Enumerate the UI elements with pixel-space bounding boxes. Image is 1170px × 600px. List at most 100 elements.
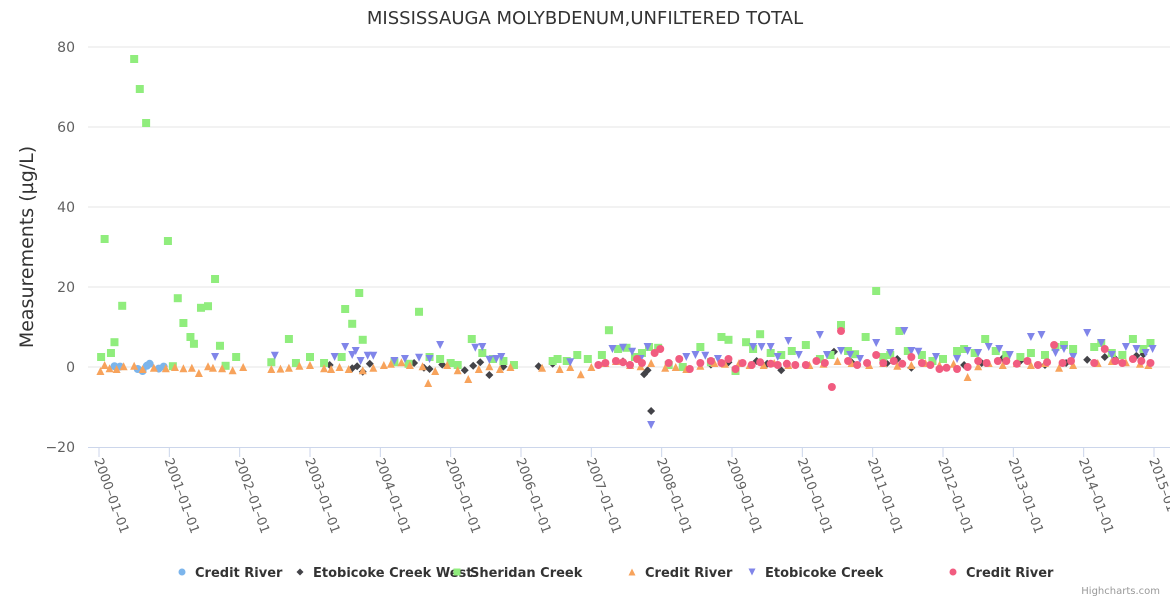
data-point[interactable] bbox=[1128, 335, 1137, 343]
data-point[interactable] bbox=[204, 362, 213, 371]
data-point[interactable] bbox=[701, 351, 710, 360]
data-point[interactable] bbox=[478, 349, 487, 357]
data-point[interactable] bbox=[471, 343, 480, 352]
credits-link[interactable]: Highcharts.com bbox=[1081, 586, 1160, 597]
data-point[interactable] bbox=[476, 358, 485, 367]
data-point[interactable] bbox=[812, 357, 821, 365]
data-point[interactable] bbox=[801, 341, 810, 349]
data-point[interactable] bbox=[822, 351, 831, 359]
data-point[interactable] bbox=[1043, 358, 1052, 367]
data-point[interactable] bbox=[320, 359, 329, 367]
data-point[interactable] bbox=[173, 294, 182, 303]
data-point[interactable] bbox=[196, 303, 205, 312]
data-point[interactable] bbox=[562, 357, 571, 365]
data-point[interactable] bbox=[467, 335, 476, 343]
data-point[interactable] bbox=[611, 357, 620, 365]
data-point[interactable] bbox=[851, 350, 860, 359]
data-point[interactable] bbox=[1090, 359, 1099, 367]
data-point[interactable] bbox=[583, 355, 592, 363]
data-point[interactable] bbox=[827, 383, 836, 391]
data-point[interactable] bbox=[553, 355, 562, 363]
data-point[interactable] bbox=[485, 371, 494, 379]
data-point[interactable] bbox=[879, 353, 888, 361]
data-point[interactable] bbox=[142, 119, 151, 127]
data-point[interactable] bbox=[900, 327, 909, 335]
data-point[interactable] bbox=[369, 351, 378, 360]
data-point[interactable] bbox=[110, 338, 119, 347]
data-point[interactable] bbox=[893, 361, 902, 370]
data-point[interactable] bbox=[981, 335, 990, 343]
data-point[interactable] bbox=[856, 355, 865, 363]
data-point[interactable] bbox=[130, 361, 139, 370]
data-point[interactable] bbox=[787, 347, 796, 355]
data-point[interactable] bbox=[96, 367, 105, 375]
data-point[interactable] bbox=[1037, 331, 1046, 339]
data-point[interactable] bbox=[656, 345, 665, 353]
data-point[interactable] bbox=[942, 363, 951, 372]
data-point[interactable] bbox=[984, 343, 993, 351]
data-point[interactable] bbox=[597, 351, 606, 359]
data-point[interactable] bbox=[872, 351, 881, 359]
data-point[interactable] bbox=[889, 357, 898, 365]
data-point[interactable] bbox=[710, 359, 719, 367]
data-point[interactable] bbox=[221, 361, 230, 370]
data-point[interactable] bbox=[777, 351, 786, 359]
data-point[interactable] bbox=[492, 355, 501, 363]
data-point[interactable] bbox=[1090, 343, 1099, 351]
data-point[interactable] bbox=[608, 345, 617, 353]
data-point[interactable] bbox=[678, 363, 687, 371]
data-point[interactable] bbox=[499, 357, 508, 365]
data-point[interactable] bbox=[1012, 359, 1021, 368]
data-point[interactable] bbox=[837, 321, 846, 329]
data-point[interactable] bbox=[1002, 357, 1011, 365]
data-point[interactable] bbox=[895, 327, 904, 335]
data-point[interactable] bbox=[453, 361, 462, 369]
data-point[interactable] bbox=[907, 347, 916, 355]
data-point[interactable] bbox=[344, 365, 353, 373]
data-point[interactable] bbox=[436, 341, 445, 349]
data-point[interactable] bbox=[478, 343, 487, 351]
data-point[interactable] bbox=[907, 361, 916, 369]
data-point[interactable] bbox=[833, 357, 842, 365]
data-point[interactable] bbox=[766, 359, 775, 368]
data-point[interactable] bbox=[801, 361, 810, 369]
data-point[interactable] bbox=[358, 366, 367, 375]
data-point[interactable] bbox=[276, 364, 285, 373]
data-point[interactable] bbox=[538, 363, 547, 372]
data-point[interactable] bbox=[643, 343, 652, 351]
data-point[interactable] bbox=[1016, 353, 1025, 361]
data-point[interactable] bbox=[1026, 349, 1035, 357]
data-point[interactable] bbox=[647, 359, 656, 367]
data-point[interactable] bbox=[228, 366, 237, 375]
data-point[interactable] bbox=[211, 275, 220, 283]
data-point[interactable] bbox=[587, 363, 596, 371]
data-point[interactable] bbox=[1067, 357, 1076, 365]
data-point[interactable] bbox=[1033, 361, 1042, 369]
data-point[interactable] bbox=[1137, 357, 1146, 365]
data-point[interactable] bbox=[1141, 349, 1150, 357]
data-point[interactable] bbox=[622, 343, 631, 352]
data-point[interactable] bbox=[872, 287, 881, 295]
data-point[interactable] bbox=[1055, 363, 1064, 372]
data-point[interactable] bbox=[1051, 349, 1060, 357]
data-point[interactable] bbox=[138, 365, 147, 373]
data-point[interactable] bbox=[953, 347, 962, 355]
data-point[interactable] bbox=[464, 375, 473, 383]
data-point[interactable] bbox=[397, 358, 406, 367]
data-point[interactable] bbox=[647, 421, 656, 429]
data-point[interactable] bbox=[415, 307, 424, 316]
data-point[interactable] bbox=[284, 335, 293, 343]
data-point[interactable] bbox=[1146, 339, 1155, 347]
data-point[interactable] bbox=[363, 351, 372, 360]
data-point[interactable] bbox=[993, 357, 1002, 365]
data-point[interactable] bbox=[1100, 345, 1109, 353]
data-point[interactable] bbox=[756, 358, 765, 367]
data-point[interactable] bbox=[194, 369, 203, 377]
data-point[interactable] bbox=[618, 358, 627, 367]
data-point[interactable] bbox=[1083, 329, 1092, 337]
data-point[interactable] bbox=[886, 349, 895, 357]
data-point[interactable] bbox=[1146, 359, 1155, 367]
data-point[interactable] bbox=[1023, 357, 1032, 365]
data-point[interactable] bbox=[576, 370, 585, 379]
data-point[interactable] bbox=[1005, 351, 1014, 359]
